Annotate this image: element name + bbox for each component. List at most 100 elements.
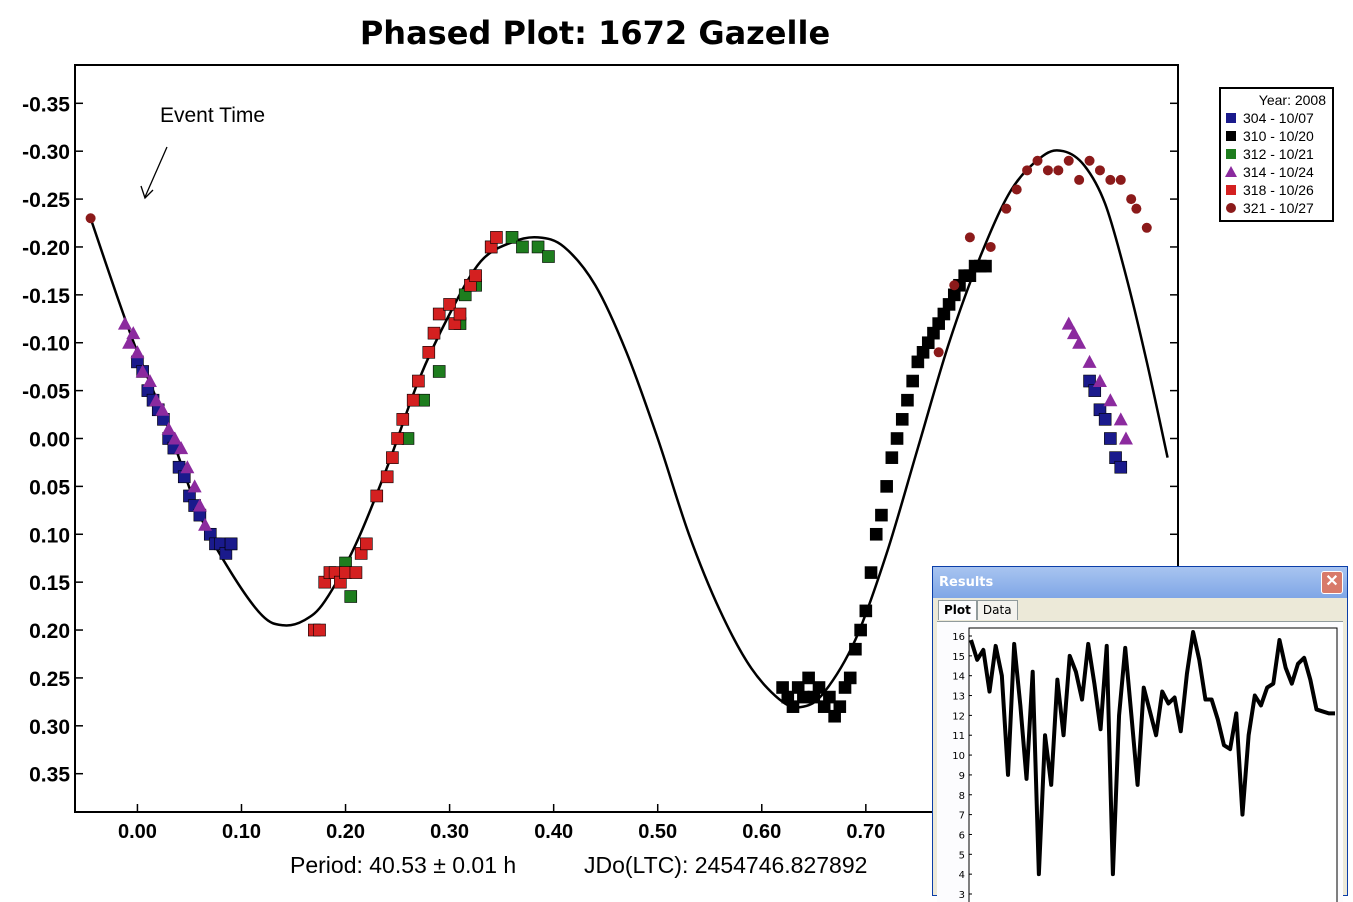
y-tick-label: 0.25: [29, 668, 70, 691]
data-point: [187, 479, 202, 493]
data-point: [198, 517, 213, 531]
results-mini-plot: 16 15 14 13 12 11 10 9 8 7 6 5 4 3: [952, 627, 1338, 902]
period-label: Period: 40.53 ± 0.01 h: [290, 852, 517, 878]
data-point: [1022, 165, 1033, 176]
legend-marker: [1226, 185, 1236, 195]
legend-marker-shape: [1226, 149, 1236, 159]
legend-marker: [1226, 131, 1236, 141]
mini-y-tick-label: 5: [959, 850, 965, 861]
data-point: [142, 374, 157, 388]
jdo-label: JDo(LTC): 2454746.827892: [584, 852, 868, 878]
data-point: [1066, 326, 1081, 340]
data-point: [224, 537, 238, 551]
data-point: [875, 508, 888, 522]
data-point: [122, 335, 137, 349]
data-point: [406, 393, 420, 407]
y-tick-label: -0.20: [22, 237, 70, 260]
data-point: [349, 566, 363, 579]
data-point: [1074, 174, 1085, 185]
data-point: [890, 432, 904, 445]
x-tick-label: 0.00: [118, 821, 157, 843]
data-point: [1063, 155, 1074, 166]
legend-label: 321 - 10/27: [1243, 200, 1314, 216]
data-point: [823, 690, 836, 704]
data-point: [391, 432, 404, 445]
mini-y-tick-label: 16: [952, 632, 965, 643]
legend-marker-shape: [1225, 166, 1237, 177]
data-point: [1118, 431, 1133, 445]
data-point: [135, 364, 150, 378]
results-plot-panel: 16 15 14 13 12 11 10 9 8 7 6 5 4 3: [937, 621, 1343, 902]
close-button[interactable]: ✕: [1321, 571, 1343, 594]
data-point: [1104, 432, 1117, 445]
data-point: [812, 681, 826, 694]
results-tabs: Plot Data: [938, 600, 1018, 620]
legend-label: 310 - 10/20: [1243, 128, 1314, 144]
legend-entry: 314 - 10/24: [1225, 163, 1328, 181]
tab-data[interactable]: Data: [976, 600, 1018, 620]
data-point: [901, 393, 914, 407]
mini-y-tick-label: 13: [952, 692, 965, 703]
legend-marker: [1225, 166, 1237, 177]
mini-y-tick-label: 12: [952, 711, 965, 722]
series-310: [776, 259, 992, 723]
event-time-annotation: Event Time: [160, 104, 265, 127]
data-point: [933, 347, 944, 358]
legend-label: 304 - 10/07: [1243, 110, 1314, 126]
legend-marker: [1226, 149, 1236, 159]
data-point: [542, 250, 555, 263]
data-point: [155, 402, 170, 416]
data-point: [453, 307, 467, 321]
data-point: [85, 213, 96, 224]
data-point: [380, 470, 394, 484]
data-point: [490, 231, 503, 244]
data-point: [386, 451, 399, 464]
mini-y-tick-label: 3: [959, 890, 965, 901]
data-point: [192, 498, 207, 512]
mini-y-tick-label: 11: [952, 731, 965, 742]
data-point: [985, 241, 996, 252]
data-point: [864, 566, 878, 579]
data-point: [313, 623, 326, 637]
results-window[interactable]: Results ✕ Plot Data 16 15 14 13 12 11 10 9 8 7 6 5 4…: [932, 566, 1348, 902]
data-point: [854, 623, 867, 637]
data-point: [1098, 413, 1112, 426]
event-time-arrow: [144, 146, 168, 198]
x-tick-label: 0.30: [430, 821, 469, 843]
legend-marker-shape: [1226, 113, 1236, 123]
data-point: [443, 298, 456, 311]
data-point: [895, 413, 909, 426]
legend-entry: 310 - 10/20: [1225, 127, 1328, 145]
fit-curve: [89, 149, 1169, 709]
data-point: [149, 393, 164, 407]
legend-marker: [1226, 113, 1236, 123]
data-point: [802, 671, 815, 685]
data-point: [422, 346, 436, 359]
data-point: [180, 460, 195, 474]
data-point: [880, 480, 893, 493]
legend-label: 318 - 10/26: [1243, 182, 1314, 198]
legend-label: 312 - 10/21: [1243, 146, 1314, 162]
y-tick-label: -0.35: [22, 93, 70, 116]
data-point: [1042, 165, 1053, 176]
data-point: [786, 700, 800, 713]
data-point: [174, 441, 189, 455]
y-tick-label: 0.20: [29, 620, 70, 643]
data-point: [412, 374, 425, 388]
mini-plot-line: [969, 630, 1335, 877]
tab-plot[interactable]: Plot: [938, 600, 977, 620]
legend-label: 314 - 10/24: [1243, 164, 1314, 180]
y-tick-label: -0.10: [22, 333, 70, 356]
data-point: [1126, 194, 1137, 205]
y-tick-label: -0.25: [22, 189, 70, 212]
mini-y-tick-label: 4: [959, 870, 965, 881]
data-point: [505, 231, 519, 244]
data-point: [1082, 354, 1097, 368]
legend-entry: 321 - 10/27: [1225, 199, 1328, 217]
data-point: [964, 232, 975, 243]
data-point: [126, 326, 141, 340]
results-titlebar[interactable]: Results ✕: [933, 567, 1347, 598]
data-point: [1053, 165, 1064, 176]
legend: Year: 2008 304 - 10/07 310 - 10/20 312 - 1…: [1219, 87, 1334, 222]
data-point: [1131, 203, 1142, 214]
